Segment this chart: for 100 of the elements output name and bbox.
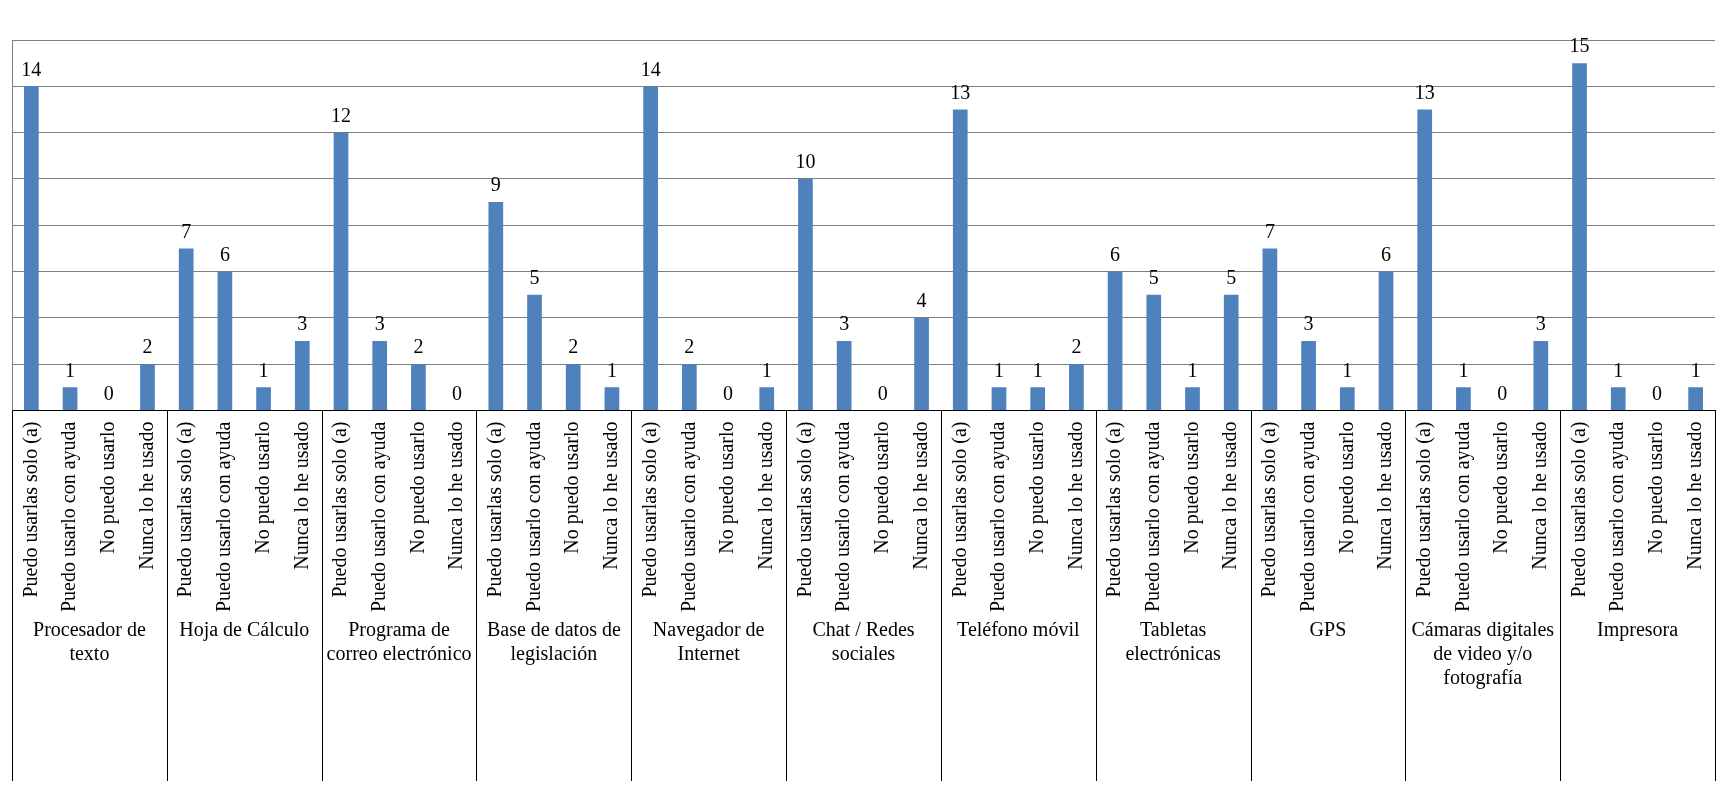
data-label: 0 bbox=[877, 381, 888, 404]
x-tick-label: Puedo usarlo con ayuda bbox=[676, 421, 700, 613]
data-label: 2 bbox=[142, 335, 153, 358]
x-tick-label: Puedo usarlas solo (a) bbox=[792, 421, 816, 598]
x-tick-label: Puedo usarlas solo (a) bbox=[328, 421, 352, 598]
x-tick-label: Puedo usarlas solo (a) bbox=[637, 421, 661, 598]
x-tick-label: No puedo usarlo bbox=[1024, 421, 1048, 554]
bar bbox=[1185, 387, 1200, 410]
data-label: 2 bbox=[568, 335, 579, 358]
x-tick-label: No puedo usarlo bbox=[1489, 421, 1513, 554]
x-tick-label: Puedo usarlo con ayuda bbox=[1450, 421, 1474, 613]
bar bbox=[798, 178, 813, 410]
x-tick-label: Puedo usarlas solo (a) bbox=[1257, 421, 1281, 598]
data-label: 3 bbox=[1303, 312, 1314, 335]
bar bbox=[1301, 341, 1316, 410]
data-label: 1 bbox=[1458, 358, 1469, 381]
bar bbox=[1610, 387, 1626, 410]
data-label: 1 bbox=[1613, 358, 1624, 381]
bar bbox=[1378, 271, 1394, 410]
bar bbox=[1339, 387, 1355, 410]
bar bbox=[217, 271, 233, 410]
data-label: 6 bbox=[1381, 242, 1392, 265]
x-tick-label: Nunca lo he usado bbox=[289, 421, 312, 570]
bar bbox=[565, 364, 581, 410]
data-label: 1 bbox=[1342, 358, 1353, 381]
text: Chat / Redes sociales bbox=[812, 618, 915, 665]
bar bbox=[914, 317, 929, 410]
bar bbox=[256, 387, 271, 410]
data-label: 3 bbox=[374, 312, 385, 335]
bar bbox=[488, 202, 504, 410]
x-tick-label: Puedo usarlo con ayuda bbox=[986, 421, 1010, 613]
x-tick-label: No puedo usarlo bbox=[560, 421, 584, 554]
data-label: 2 bbox=[1071, 335, 1082, 358]
text: Cámaras digitales de video y/o fotografía bbox=[1411, 618, 1555, 690]
data-label: 0 bbox=[723, 381, 734, 404]
bar bbox=[1262, 248, 1278, 410]
bar bbox=[24, 86, 39, 410]
x-tick-label: Puedo usarlo con ayuda bbox=[521, 421, 545, 613]
data-label: 2 bbox=[684, 335, 695, 358]
x-tick-label: Nunca lo he usado bbox=[1218, 421, 1241, 570]
bar bbox=[140, 364, 155, 410]
x-tick-label: Puedo usarlo con ayuda bbox=[366, 421, 390, 613]
data-label: 1 bbox=[65, 358, 76, 381]
x-tick-label: Nunca lo he usado bbox=[599, 421, 622, 570]
bar bbox=[759, 387, 775, 410]
bar bbox=[527, 294, 542, 410]
data-label: 3 bbox=[839, 312, 850, 335]
data-label: 14 bbox=[640, 57, 661, 80]
data-label: 0 bbox=[452, 381, 463, 404]
data-label: 3 bbox=[1535, 312, 1546, 335]
x-tick-label: No puedo usarlo bbox=[715, 421, 739, 554]
x-tick-label: Puedo usarlas solo (a) bbox=[1411, 421, 1435, 598]
x-tick-label: Nunca lo he usado bbox=[1373, 421, 1396, 570]
data-label: 0 bbox=[103, 381, 114, 404]
data-label: 1 bbox=[258, 358, 269, 381]
bar bbox=[643, 86, 658, 410]
data-label: 5 bbox=[1226, 265, 1237, 288]
data-label: 1 bbox=[1187, 358, 1198, 381]
data-label: 7 bbox=[181, 219, 192, 242]
bar bbox=[681, 364, 697, 410]
text: Teléfono móvil bbox=[957, 618, 1080, 641]
data-label: 1 bbox=[1032, 358, 1043, 381]
x-tick-label: Puedo usarlas solo (a) bbox=[1102, 421, 1126, 598]
data-label: 1 bbox=[606, 358, 617, 381]
data-label: 13 bbox=[1414, 80, 1435, 103]
bar bbox=[991, 387, 1007, 410]
data-label: 6 bbox=[1110, 242, 1121, 265]
x-tick-label: Puedo usarlo con ayuda bbox=[1295, 421, 1319, 613]
x-tick-label: Puedo usarlo con ayuda bbox=[1605, 421, 1629, 613]
x-tick-label: Nunca lo he usado bbox=[753, 421, 776, 570]
x-tick-label: Nunca lo he usado bbox=[444, 421, 467, 570]
data-label: 6 bbox=[219, 242, 230, 265]
x-tick-label: Nunca lo he usado bbox=[1528, 421, 1551, 570]
x-tick-label: Puedo usarlas solo (a) bbox=[173, 421, 197, 598]
bar bbox=[178, 248, 194, 410]
x-tick-label: No puedo usarlo bbox=[250, 421, 274, 554]
data-label: 14 bbox=[21, 57, 42, 80]
text: Procesador de texto bbox=[33, 618, 146, 665]
data-label: 9 bbox=[490, 173, 501, 196]
bar bbox=[1456, 387, 1471, 410]
x-tick-label: Puedo usarlas solo (a) bbox=[483, 421, 507, 598]
data-label: 7 bbox=[1264, 219, 1275, 242]
bar bbox=[372, 341, 388, 410]
bar bbox=[294, 341, 310, 410]
bar bbox=[1146, 294, 1162, 410]
text: Navegador de Internet bbox=[652, 618, 765, 665]
bar bbox=[411, 364, 426, 410]
bar bbox=[1069, 364, 1084, 410]
text: Base de datos de legislación bbox=[486, 618, 621, 666]
bar bbox=[1533, 341, 1549, 410]
x-tick-label: Nunca lo he usado bbox=[134, 421, 157, 570]
x-tick-label: Puedo usarlo con ayuda bbox=[1141, 421, 1165, 613]
data-label: 10 bbox=[795, 150, 816, 173]
x-tick-label: Puedo usarlo con ayuda bbox=[57, 421, 81, 613]
x-tick-label: Puedo usarlo con ayuda bbox=[212, 421, 236, 613]
bar bbox=[333, 132, 349, 410]
data-label: 4 bbox=[916, 289, 927, 312]
x-tick-label: No puedo usarlo bbox=[1644, 421, 1668, 554]
bar bbox=[1688, 387, 1703, 410]
data-label: 5 bbox=[1148, 265, 1159, 288]
